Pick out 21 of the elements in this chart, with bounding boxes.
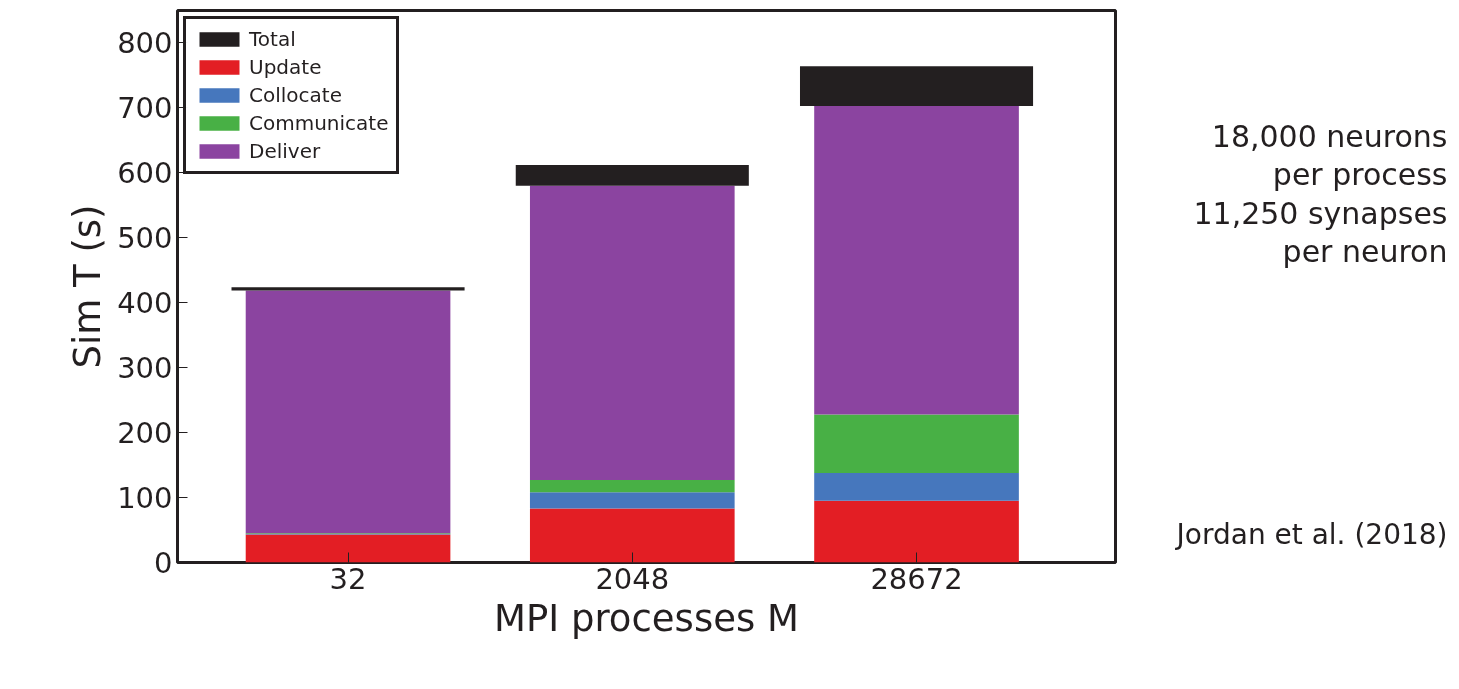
legend-label: Total bbox=[249, 27, 296, 51]
text: 18,000 neurons per process 11,250 synapses per neuron bbox=[1193, 118, 1448, 269]
x-axis-title: MPI processes M bbox=[494, 596, 799, 640]
y-tick-label: 700 bbox=[117, 91, 173, 126]
legend-label: Collocate bbox=[249, 83, 342, 107]
legend-label: Update bbox=[249, 55, 322, 79]
y-tick-label: 100 bbox=[117, 481, 173, 516]
legend-label: Communicate bbox=[249, 111, 389, 135]
y-tick-label: 800 bbox=[117, 26, 173, 61]
y-axis-title: Sim T (s) bbox=[66, 204, 110, 369]
y-tick-label: 600 bbox=[117, 156, 173, 191]
y-tick-label: 500 bbox=[117, 221, 173, 256]
y-tick-label: 0 bbox=[154, 546, 173, 580]
y-tick-label: 200 bbox=[117, 416, 173, 451]
x-tick-label: 28672 bbox=[870, 561, 963, 596]
y-tick-label: 300 bbox=[117, 351, 173, 386]
x-tick-label: 32 bbox=[329, 561, 367, 596]
legend-label: Deliver bbox=[249, 139, 321, 163]
x-tick-label: 2048 bbox=[595, 561, 670, 596]
text: Jordan et al. (2018) bbox=[1174, 517, 1448, 551]
y-tick-label: 400 bbox=[117, 286, 173, 321]
